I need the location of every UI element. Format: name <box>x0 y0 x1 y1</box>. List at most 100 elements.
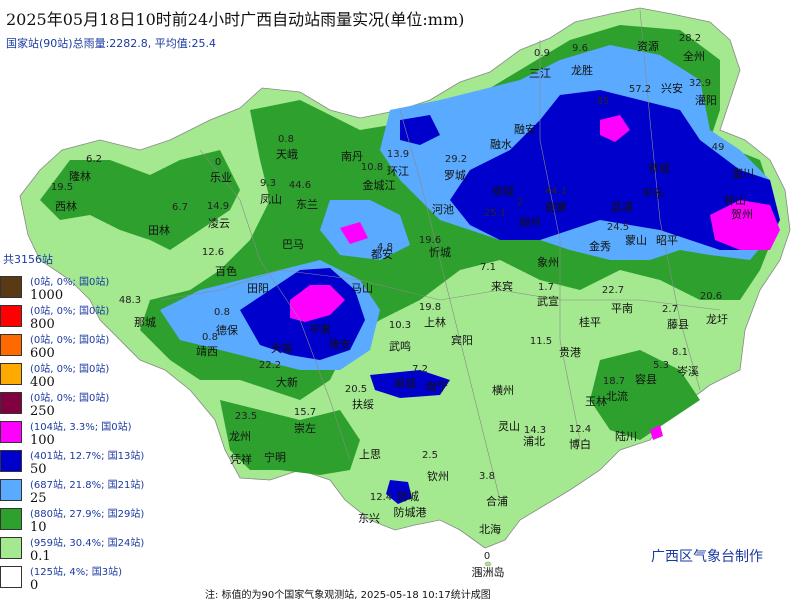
city-label: 田林 <box>148 223 170 237</box>
city-label: 防城 <box>397 489 419 503</box>
legend-threshold: 0 <box>30 578 39 593</box>
credit-text: 广西区气象台制作 <box>651 549 763 565</box>
city-label: 天等 <box>271 341 293 355</box>
city-label: 靖西 <box>196 345 218 358</box>
legend: 1000 (0站, 0%; 国0站) 800 (0站, 0%; 国0站) 600 (0站,… <box>0 268 144 593</box>
city-label: 融安 <box>514 122 536 136</box>
station-value: 20.6 <box>700 291 722 302</box>
city-label: 横州 <box>492 383 514 397</box>
station-value: 19.5 <box>51 182 73 193</box>
legend-threshold: 250 <box>30 404 55 419</box>
city-label: 钟山 <box>724 193 746 207</box>
zone-100-250 <box>650 425 663 440</box>
station-value: 10.8 <box>361 162 383 173</box>
city-label: 防城港 <box>394 505 427 519</box>
legend-swatch <box>0 392 22 414</box>
station-value: 12.4 <box>370 492 392 503</box>
station-value: 44.6 <box>289 180 311 191</box>
legend-count: (125站, 4%; 国3站) <box>30 567 123 578</box>
legend-swatch <box>0 305 22 327</box>
zone-10-25 <box>590 350 700 440</box>
station-value: 7.2 <box>412 364 428 375</box>
city-label: 三江 <box>529 67 551 80</box>
legend-swatch <box>0 334 22 356</box>
station-value: 3.8 <box>479 471 495 482</box>
station-value: 2.7 <box>662 304 678 315</box>
city-label: 北流 <box>606 389 628 403</box>
city-label: 贺州 <box>731 208 753 221</box>
zone-10-25 <box>40 150 240 250</box>
station-value: 9.3 <box>260 178 276 189</box>
city-label: 富川 <box>732 166 754 180</box>
city-label: 金城江 <box>363 178 396 192</box>
city-label: 龙胜 <box>571 63 593 77</box>
station-value: 24.5 <box>607 222 629 233</box>
city-label: 岑溪 <box>677 365 699 378</box>
station-value: 4.8 <box>377 242 393 253</box>
station-value: 22.7 <box>602 285 624 296</box>
city-label: 武宣 <box>537 294 559 308</box>
station-value: 1.7 <box>538 282 554 293</box>
city-label: 北海 <box>479 522 501 536</box>
city-label: 德保 <box>216 323 238 337</box>
city-label: 灵山 <box>498 420 520 433</box>
city-label: 马山 <box>351 282 373 295</box>
legend-swatch <box>0 363 22 385</box>
legend-threshold: 1000 <box>30 288 64 303</box>
legend-swatch <box>0 508 22 530</box>
city-label: 东兰 <box>296 198 318 211</box>
legend-count: (401站, 12.7%; 国13站) <box>30 451 145 462</box>
station-value: 0 <box>215 157 221 168</box>
station-value: 48.3 <box>119 295 141 306</box>
city-label: 蒙山 <box>625 234 647 247</box>
page-title: 2025年05月18日10时前24小时广西自动站雨量实况(单位:mm) <box>6 10 465 29</box>
legend-swatch <box>0 479 22 501</box>
city-label: 平南 <box>611 302 633 315</box>
station-value: 25.1 <box>484 208 506 219</box>
legend-threshold: 400 <box>30 375 55 390</box>
station-value: 10.3 <box>389 320 411 331</box>
legend-swatch <box>0 450 22 472</box>
city-label: 武鸣 <box>389 339 411 353</box>
station-value: 0.8 <box>214 307 230 318</box>
city-label: 东兴 <box>358 512 380 525</box>
zone-50-100 <box>370 370 450 398</box>
city-label: 邕城 <box>394 377 416 390</box>
zone-50-100 <box>386 480 412 504</box>
legend-swatch <box>0 566 22 588</box>
city-label: 资源 <box>637 39 659 53</box>
city-label: 来宾 <box>491 279 513 293</box>
legend-threshold: 50 <box>30 462 47 477</box>
station-value: 0 <box>484 551 490 562</box>
station-value: 28.2 <box>679 33 701 44</box>
station-value: 11.5 <box>530 336 552 347</box>
station-value: 6.2 <box>86 154 102 165</box>
station-value: 18.7 <box>603 376 625 387</box>
city-label: 巴马 <box>282 238 304 251</box>
zone-100-250 <box>290 285 345 322</box>
city-label: 南丹 <box>341 150 363 163</box>
station-value: 85 <box>597 96 610 107</box>
city-label: 融水 <box>490 138 512 151</box>
station-value: 9.6 <box>572 43 588 54</box>
legend-swatch <box>0 537 22 559</box>
city-label: 河池 <box>432 203 454 216</box>
city-label: 象州 <box>537 256 559 269</box>
zone-100-250 <box>340 222 368 244</box>
legend-count: (0站, 0%; 国0站) <box>30 277 110 288</box>
city-label: 隆安 <box>329 337 351 351</box>
station-value: 22.2 <box>259 360 281 371</box>
city-label: 都安 <box>371 247 393 261</box>
city-label: 大新 <box>276 375 298 389</box>
city-label: 容县 <box>635 372 657 386</box>
station-value: 2 <box>517 197 523 208</box>
station-value: 0.8 <box>202 332 218 343</box>
zone-50-100 <box>450 90 780 250</box>
city-label: 博白 <box>569 437 591 451</box>
city-label: 宁明 <box>264 450 286 464</box>
station-value: 2.5 <box>422 450 438 461</box>
legend-threshold: 10 <box>30 520 47 535</box>
city-label: 平乐 <box>642 187 664 200</box>
